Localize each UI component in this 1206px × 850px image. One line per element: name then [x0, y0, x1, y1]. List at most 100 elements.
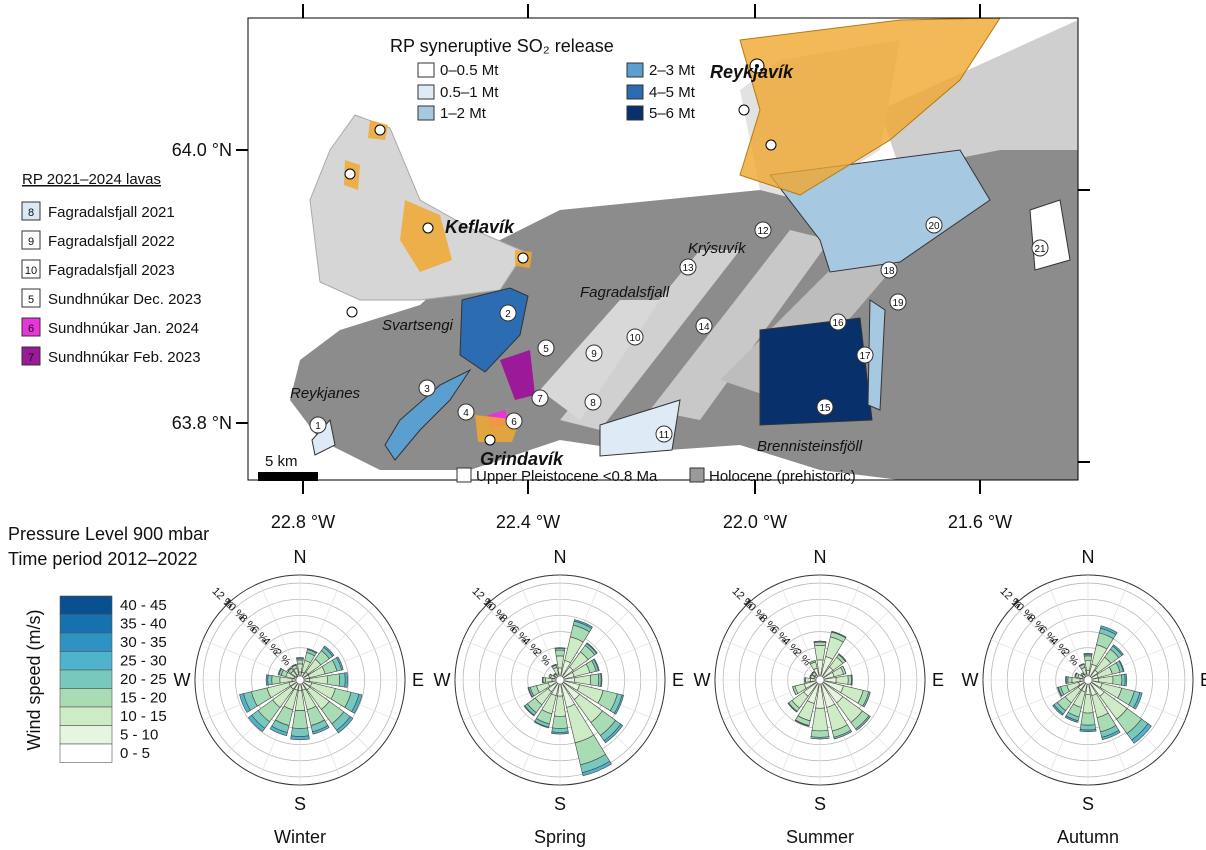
lon-label: 22.8 °W — [271, 512, 335, 532]
vent-number: 14 — [698, 322, 710, 333]
rose-segment — [1068, 677, 1072, 683]
rose-segment — [815, 645, 826, 660]
legend-number: 5 — [28, 294, 34, 306]
vent-number: 6 — [511, 417, 517, 428]
place: Svartsengi — [382, 317, 454, 334]
compass-label: W — [694, 670, 711, 690]
colorbar-swatch — [60, 596, 112, 615]
colorbar-swatch — [60, 707, 112, 726]
wind-rose: 2 %4 %6 %8 %10 %12 %NESWAutumn — [962, 547, 1206, 847]
rose-segment — [1084, 653, 1092, 654]
legend-swatch — [627, 85, 643, 99]
calm-center — [296, 676, 304, 684]
rose-segment — [814, 642, 826, 646]
compass-label: N — [294, 547, 307, 567]
place: Reykjanes — [290, 385, 361, 402]
colorbar-swatch — [60, 670, 112, 689]
calm-center — [556, 676, 564, 684]
colorbar-label: 5 - 10 — [120, 727, 158, 744]
rose-segment — [836, 676, 848, 685]
vent-number: 5 — [543, 344, 549, 355]
vent-number: 12 — [757, 226, 769, 237]
town-marker — [485, 435, 495, 445]
vent-number: 4 — [463, 408, 469, 419]
lon-label: 21.6 °W — [948, 512, 1012, 532]
scale-bar — [258, 472, 318, 481]
compass-label: E — [672, 670, 684, 690]
season-title: Summer — [786, 827, 854, 847]
vent-number: 20 — [928, 221, 940, 232]
vent-number: 16 — [832, 318, 844, 329]
rose-segment — [327, 674, 339, 686]
lon-label: 22.4 °W — [496, 512, 560, 532]
compass-label: N — [1082, 547, 1095, 567]
colorbar-title: Wind speed (m/s) — [24, 609, 44, 750]
colorbar-swatch — [60, 615, 112, 634]
rose-segment — [1081, 713, 1095, 726]
legend-swatch — [418, 106, 434, 120]
time-period: Time period 2012–2022 — [8, 549, 197, 569]
rose-segment — [555, 650, 564, 656]
town-marker — [766, 140, 776, 150]
vent-number: 19 — [892, 298, 904, 309]
vent-number: 15 — [819, 403, 831, 414]
lat-label: 64.0 °N — [172, 140, 232, 160]
legend-label: Fagradalsfjall 2023 — [48, 262, 175, 279]
vent-number: 8 — [590, 398, 596, 409]
town-marker — [347, 307, 357, 317]
rose-segment — [345, 673, 348, 688]
legend-swatch — [690, 468, 704, 482]
legend-swatch — [418, 63, 434, 77]
wind-rose: 2 %4 %6 %8 %10 %12 %NESWSummer — [694, 547, 945, 847]
colorbar-swatch — [60, 652, 112, 671]
figure: RP syneruptive SO₂ release Reykjavík Kef… — [0, 0, 1206, 850]
legend-label: Holocene (prehistoric) — [709, 468, 856, 485]
colorbar-label: 20 - 25 — [120, 671, 167, 688]
legend-label: Sundhnúkar Feb. 2023 — [48, 349, 201, 366]
legend-label: 4–5 Mt — [649, 84, 696, 101]
rose-segment — [545, 678, 552, 683]
place: Krýsuvík — [688, 240, 747, 257]
vent-number: 2 — [505, 309, 511, 320]
colorbar-label: 0 - 5 — [120, 745, 150, 762]
compass-label: E — [932, 670, 944, 690]
legend-label: Fagradalsfjall 2021 — [48, 204, 175, 221]
colorbar-swatch — [60, 689, 112, 708]
legend-label: 0.5–1 Mt — [440, 84, 499, 101]
town-marker — [375, 125, 385, 135]
town-marker — [739, 105, 749, 115]
vent-number: 21 — [1034, 244, 1046, 255]
rose-segment — [805, 678, 810, 683]
vent-number: 17 — [859, 351, 871, 362]
rose-segment — [555, 648, 565, 649]
calm-center — [816, 676, 824, 684]
rose-segment — [1065, 676, 1066, 683]
rose-segment — [552, 728, 568, 733]
so2-title: RP syneruptive SO₂ release — [390, 36, 614, 56]
rose-segment — [272, 676, 280, 685]
rose-segment — [1125, 674, 1127, 686]
rose-segment — [1122, 674, 1126, 686]
legend-label: Sundhnúkar Jan. 2024 — [48, 320, 199, 337]
rose-segment — [848, 675, 852, 685]
town-marker — [345, 169, 355, 179]
legend-label: 1–2 Mt — [440, 105, 487, 122]
colorbar-swatch — [60, 726, 112, 745]
place: Fagradalsfjall — [580, 284, 670, 301]
rose-segment — [291, 728, 309, 737]
rose-segment — [291, 736, 310, 740]
compass-label: S — [554, 794, 566, 814]
legend-number: 6 — [28, 323, 34, 335]
place: Reykjavík — [710, 62, 794, 82]
compass-label: S — [1082, 794, 1094, 814]
legend-swatch — [457, 468, 471, 482]
legend-label: Upper Pleistocene <0.8 Ma — [476, 468, 658, 485]
legend-label: Sundhnúkar Dec. 2023 — [48, 291, 201, 308]
compass-label: E — [412, 670, 424, 690]
colorbar-label: 10 - 15 — [120, 708, 167, 725]
lon-label: 22.0 °W — [723, 512, 787, 532]
rose-segment — [1080, 729, 1096, 731]
colorbar-swatch — [60, 633, 112, 652]
